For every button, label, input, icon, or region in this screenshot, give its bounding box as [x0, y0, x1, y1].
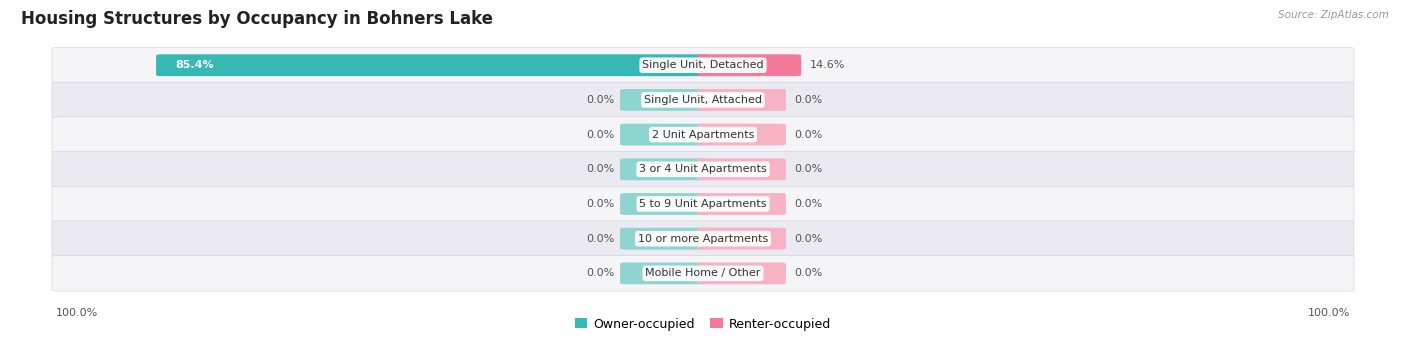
Text: Source: ZipAtlas.com: Source: ZipAtlas.com: [1278, 10, 1389, 20]
Text: 0.0%: 0.0%: [794, 268, 823, 278]
Text: 0.0%: 0.0%: [794, 164, 823, 174]
FancyBboxPatch shape: [52, 186, 1354, 222]
Text: 10 or more Apartments: 10 or more Apartments: [638, 234, 768, 244]
FancyBboxPatch shape: [697, 228, 786, 250]
Text: 0.0%: 0.0%: [586, 234, 614, 244]
FancyBboxPatch shape: [52, 48, 1354, 83]
Text: Single Unit, Detached: Single Unit, Detached: [643, 60, 763, 70]
Text: 100.0%: 100.0%: [1308, 308, 1350, 318]
Legend: Owner-occupied, Renter-occupied: Owner-occupied, Renter-occupied: [569, 313, 837, 336]
Text: 0.0%: 0.0%: [586, 130, 614, 140]
Text: Single Unit, Attached: Single Unit, Attached: [644, 95, 762, 105]
Text: 0.0%: 0.0%: [794, 130, 823, 140]
FancyBboxPatch shape: [156, 54, 709, 76]
FancyBboxPatch shape: [697, 54, 801, 76]
Text: 0.0%: 0.0%: [586, 268, 614, 278]
FancyBboxPatch shape: [52, 117, 1354, 152]
FancyBboxPatch shape: [697, 193, 786, 215]
FancyBboxPatch shape: [620, 193, 709, 215]
FancyBboxPatch shape: [697, 158, 786, 180]
Text: Housing Structures by Occupancy in Bohners Lake: Housing Structures by Occupancy in Bohne…: [21, 10, 494, 28]
FancyBboxPatch shape: [620, 89, 709, 111]
FancyBboxPatch shape: [697, 89, 786, 111]
FancyBboxPatch shape: [52, 221, 1354, 256]
Text: 85.4%: 85.4%: [176, 60, 214, 70]
Text: Mobile Home / Other: Mobile Home / Other: [645, 268, 761, 278]
Text: 2 Unit Apartments: 2 Unit Apartments: [652, 130, 754, 140]
Text: 0.0%: 0.0%: [586, 164, 614, 174]
Text: 3 or 4 Unit Apartments: 3 or 4 Unit Apartments: [640, 164, 766, 174]
Text: 100.0%: 100.0%: [56, 308, 98, 318]
FancyBboxPatch shape: [697, 262, 786, 284]
FancyBboxPatch shape: [52, 152, 1354, 187]
FancyBboxPatch shape: [52, 255, 1354, 291]
FancyBboxPatch shape: [620, 158, 709, 180]
Text: 0.0%: 0.0%: [794, 199, 823, 209]
FancyBboxPatch shape: [52, 82, 1354, 118]
Text: 0.0%: 0.0%: [794, 95, 823, 105]
Text: 14.6%: 14.6%: [810, 60, 845, 70]
Text: 0.0%: 0.0%: [586, 199, 614, 209]
FancyBboxPatch shape: [620, 124, 709, 145]
Text: 5 to 9 Unit Apartments: 5 to 9 Unit Apartments: [640, 199, 766, 209]
FancyBboxPatch shape: [620, 262, 709, 284]
FancyBboxPatch shape: [620, 228, 709, 250]
Text: 0.0%: 0.0%: [794, 234, 823, 244]
FancyBboxPatch shape: [697, 124, 786, 145]
Text: 0.0%: 0.0%: [586, 95, 614, 105]
